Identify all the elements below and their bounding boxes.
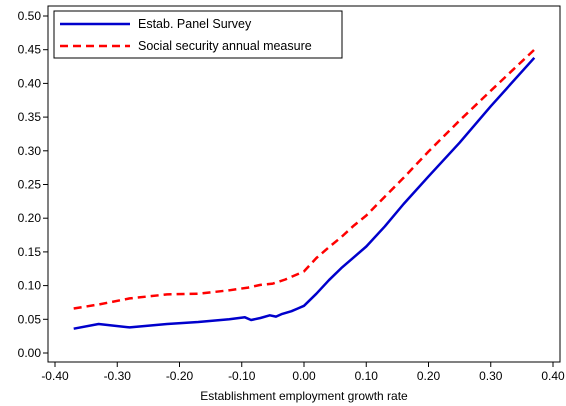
legend-label-social-security-annual-measure: Social security annual measure [138, 39, 312, 53]
x-tick-label: 0.20 [417, 369, 441, 383]
x-tick-label: -0.40 [41, 369, 69, 383]
y-tick-label: 0.25 [18, 178, 42, 192]
y-tick-label: 0.05 [18, 312, 42, 326]
series-line-estab-panel-survey [73, 56, 536, 330]
legend: Estab. Panel Survey Social security annu… [53, 10, 343, 59]
y-axis: 0.00 0.05 0.10 0.15 0.20 0.25 0.30 0.35 0.40 0.45… [18, 9, 48, 360]
x-tick-label: -0.30 [104, 369, 132, 383]
x-axis: -0.40 -0.30 -0.20 -0.10 0.00 0.10 0.20 0.30 0.40 [41, 362, 565, 383]
x-tick-label: -0.10 [228, 369, 256, 383]
y-tick-label: 0.10 [18, 279, 42, 293]
y-tick-label: 0.50 [18, 9, 42, 23]
series-layer [73, 48, 536, 330]
x-tick-label: 0.30 [479, 369, 503, 383]
x-tick-label: 0.40 [541, 369, 565, 383]
x-axis-label: Establishment employment growth rate [200, 389, 408, 403]
legend-label-estab-panel-survey: Estab. Panel Survey [138, 17, 252, 31]
y-tick-label: 0.45 [18, 43, 42, 57]
y-tick-label: 0.35 [18, 110, 42, 124]
y-tick-label: 0.15 [18, 245, 42, 259]
x-tick-label: 0.10 [355, 369, 379, 383]
series-line-social-security-annual-measure [73, 48, 536, 310]
y-tick-label: 0.00 [18, 346, 42, 360]
x-tick-label: 0.00 [292, 369, 316, 383]
y-tick-label: 0.40 [18, 76, 42, 90]
y-tick-label: 0.30 [18, 144, 42, 158]
plot-frame [47, 5, 561, 363]
x-tick-label: -0.20 [166, 369, 194, 383]
legend-box [53, 10, 343, 59]
y-tick-label: 0.20 [18, 211, 42, 225]
